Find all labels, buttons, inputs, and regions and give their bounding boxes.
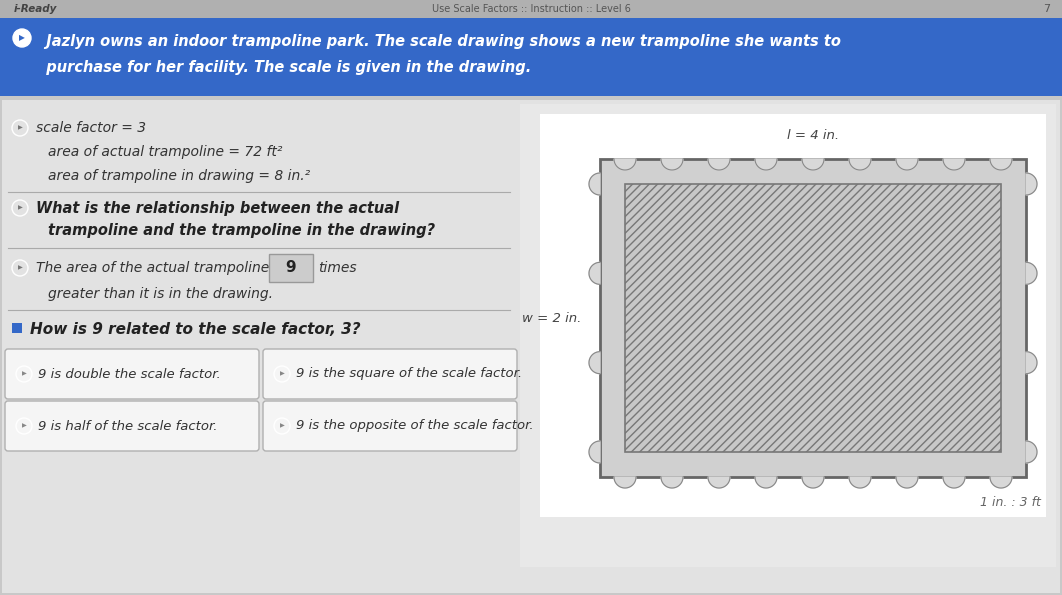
Text: ▶: ▶ <box>21 371 27 377</box>
Text: l = 4 in.: l = 4 in. <box>787 129 839 142</box>
Polygon shape <box>802 477 824 488</box>
Text: How is 9 related to the scale factor, 3?: How is 9 related to the scale factor, 3? <box>30 322 361 337</box>
Polygon shape <box>943 159 965 170</box>
Bar <box>539 114 1046 517</box>
Polygon shape <box>896 477 918 488</box>
Polygon shape <box>708 477 730 488</box>
Polygon shape <box>589 262 600 284</box>
Polygon shape <box>849 159 871 170</box>
Text: ▶: ▶ <box>18 205 22 211</box>
Text: 9: 9 <box>286 261 296 275</box>
Polygon shape <box>589 173 600 195</box>
Text: ▶: ▶ <box>19 33 24 42</box>
Polygon shape <box>990 477 1012 488</box>
Text: 9 is the square of the scale factor.: 9 is the square of the scale factor. <box>296 368 523 380</box>
Text: ▶: ▶ <box>279 424 285 428</box>
Text: The area of the actual trampoline is: The area of the actual trampoline is <box>36 261 285 275</box>
FancyBboxPatch shape <box>263 401 517 451</box>
Polygon shape <box>849 477 871 488</box>
Polygon shape <box>661 477 683 488</box>
Text: w = 2 in.: w = 2 in. <box>521 312 581 324</box>
Text: times: times <box>318 261 357 275</box>
Text: 1 in. : 3 ft: 1 in. : 3 ft <box>980 496 1041 509</box>
Polygon shape <box>990 159 1012 170</box>
Bar <box>12 323 22 333</box>
Text: ▶: ▶ <box>279 371 285 377</box>
Polygon shape <box>614 477 636 488</box>
Text: 9 is double the scale factor.: 9 is double the scale factor. <box>38 368 221 380</box>
Polygon shape <box>589 441 600 463</box>
Bar <box>0 0 1062 18</box>
Text: greater than it is in the drawing.: greater than it is in the drawing. <box>48 287 273 301</box>
Polygon shape <box>755 159 777 170</box>
Text: 9 is the opposite of the scale factor.: 9 is the opposite of the scale factor. <box>296 419 533 433</box>
FancyBboxPatch shape <box>5 401 259 451</box>
Text: ▶: ▶ <box>21 424 27 428</box>
Polygon shape <box>614 159 636 170</box>
Bar <box>0 18 1062 96</box>
Circle shape <box>13 29 31 47</box>
Polygon shape <box>896 159 918 170</box>
Text: ▶: ▶ <box>18 126 22 130</box>
Text: i-Ready: i-Ready <box>14 4 57 14</box>
Polygon shape <box>1026 352 1037 374</box>
Bar <box>520 104 1056 567</box>
Polygon shape <box>1026 262 1037 284</box>
Bar <box>600 159 1026 477</box>
Text: purchase for her facility. The scale is given in the drawing.: purchase for her facility. The scale is … <box>36 60 531 75</box>
Text: area of trampoline in drawing = 8 in.²: area of trampoline in drawing = 8 in.² <box>48 169 310 183</box>
Polygon shape <box>589 352 600 374</box>
Text: Jazlyn owns an indoor trampoline park. The scale drawing shows a new trampoline : Jazlyn owns an indoor trampoline park. T… <box>36 34 841 49</box>
Polygon shape <box>755 477 777 488</box>
Bar <box>2 100 1060 593</box>
Polygon shape <box>661 159 683 170</box>
Polygon shape <box>802 159 824 170</box>
Text: trampoline and the trampoline in the drawing?: trampoline and the trampoline in the dra… <box>48 223 435 237</box>
Text: scale factor = 3: scale factor = 3 <box>36 121 147 135</box>
Polygon shape <box>1026 441 1037 463</box>
Polygon shape <box>1026 173 1037 195</box>
Polygon shape <box>943 477 965 488</box>
Text: What is the relationship between the actual: What is the relationship between the act… <box>36 201 399 215</box>
Text: 9 is half of the scale factor.: 9 is half of the scale factor. <box>38 419 218 433</box>
Text: Use Scale Factors :: Instruction :: Level 6: Use Scale Factors :: Instruction :: Leve… <box>431 4 631 14</box>
FancyBboxPatch shape <box>263 349 517 399</box>
Text: ▶: ▶ <box>18 265 22 271</box>
FancyBboxPatch shape <box>269 254 313 282</box>
FancyBboxPatch shape <box>5 349 259 399</box>
Bar <box>626 184 1001 452</box>
Text: area of actual trampoline = 72 ft²: area of actual trampoline = 72 ft² <box>48 145 282 159</box>
Polygon shape <box>708 159 730 170</box>
Text: 7: 7 <box>1043 4 1050 14</box>
